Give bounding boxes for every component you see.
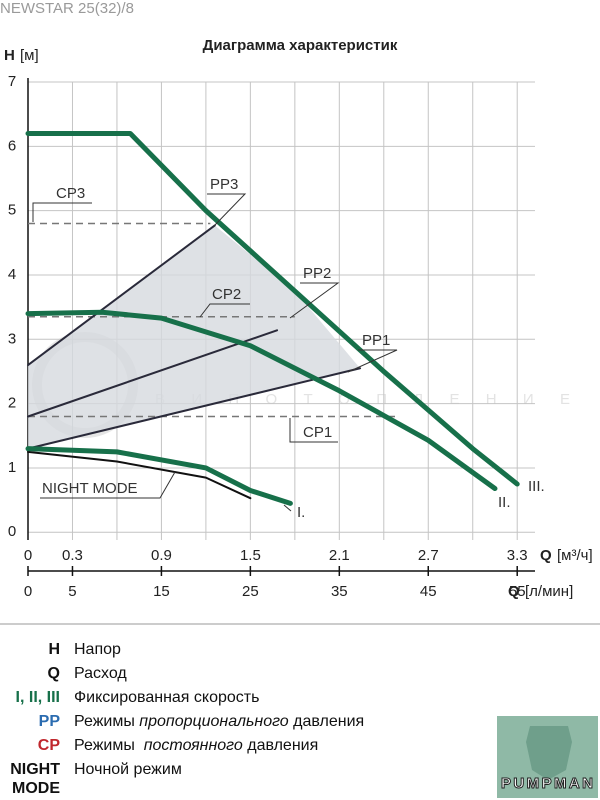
label-leader	[32, 202, 92, 222]
series-label: III.	[528, 478, 545, 495]
legend-key: NIGHT MODE	[10, 761, 60, 797]
legend-row: Q Расход	[0, 664, 127, 683]
legend-key: CP	[37, 737, 60, 754]
y-tick-label: 4	[8, 266, 16, 283]
x2-axis-label: Q	[508, 583, 520, 600]
legend-row: CP Режимы постоянного давления	[0, 736, 319, 755]
x2-tick-label: 15	[153, 583, 170, 600]
series-line	[25, 446, 293, 506]
chart-title: Диаграмма характеристик	[203, 37, 398, 54]
y-axis-label: H	[4, 47, 15, 64]
series-label: CP3	[56, 185, 85, 202]
legend-key: I, II, III	[15, 689, 60, 706]
y-tick-label: 1	[8, 459, 16, 476]
x-tick-label: 1.5	[240, 547, 261, 564]
legend-text: Расход	[74, 664, 127, 683]
series-label: I.	[297, 504, 305, 521]
legend-key: H	[48, 641, 60, 658]
y-tick-label: 6	[8, 137, 16, 154]
x-axis-unit: [м³/ч]	[557, 547, 593, 564]
x-tick-label: 0.3	[62, 547, 83, 564]
y-axis-unit: [м]	[20, 47, 39, 64]
label-leader	[283, 504, 292, 512]
legend-text-part: Режимы	[74, 737, 144, 754]
legend-key: Q	[47, 665, 60, 682]
legend-text: Режимы постоянного давления	[74, 736, 318, 755]
label-leader	[289, 418, 338, 443]
x-tick-label: 0.9	[151, 547, 172, 564]
legend-text-part: пропорционального	[139, 713, 289, 730]
series-label: NIGHT MODE	[42, 480, 138, 497]
y-tick-label: 3	[8, 330, 16, 347]
legend-text: Режимы пропорционального давления	[74, 712, 364, 731]
operating-region	[28, 225, 361, 449]
y-tick-label: 2	[8, 395, 16, 412]
label-leader	[40, 471, 176, 499]
model-header: NEWSTAR 25(32)/8	[0, 0, 134, 17]
series-label: PP3	[210, 176, 238, 193]
series-label: II.	[498, 494, 511, 511]
x-axis-label: Q	[540, 547, 552, 564]
label-leader	[199, 303, 250, 318]
series-line	[27, 329, 279, 418]
legend-text-part: Фиксированная скорость	[74, 689, 260, 706]
legend-text: Ночной режим	[74, 760, 182, 779]
legend-row: H Напор	[0, 640, 121, 659]
x-tick-label: 2.7	[418, 547, 439, 564]
legend-text-part: Ночной режим	[74, 761, 182, 778]
y-tick-label: 0	[8, 523, 16, 540]
y-tick-label: 5	[8, 202, 16, 219]
legend-row: PP Режимы пропорционального давления	[0, 712, 365, 731]
y-tick-label: 7	[8, 73, 16, 90]
legend-text-part: давления	[242, 737, 319, 754]
legend-key: PP	[38, 713, 60, 730]
legend-row: NIGHT MODE Ночной режим	[0, 760, 182, 798]
legend-text: Фиксированная скорость	[74, 688, 259, 707]
x2-tick-label: 35	[331, 583, 348, 600]
series-line	[27, 367, 362, 450]
x-tick-label: 0	[24, 547, 32, 564]
x-tick-label: 2.1	[329, 547, 350, 564]
series-line	[27, 450, 252, 500]
x2-axis-unit: [л/мин]	[525, 583, 573, 600]
x2-tick-label: 25	[242, 583, 259, 600]
legend-text: Напор	[74, 640, 121, 659]
series-label: PP2	[303, 265, 331, 282]
label-leader	[347, 349, 398, 373]
legend-text-part: давления	[288, 713, 365, 730]
series-label: PP1	[362, 332, 390, 349]
label-leader	[289, 282, 340, 319]
x2-tick-label: 0	[24, 583, 32, 600]
series-label: CP2	[212, 286, 241, 303]
x2-tick-label: 55	[509, 583, 526, 600]
legend-text-part: Напор	[74, 641, 121, 658]
x-tick-label: 3.3	[507, 547, 528, 564]
label-leader	[207, 193, 247, 227]
legend-text-part: Режимы	[74, 713, 140, 730]
series-label: CP1	[303, 424, 332, 441]
legend-text-part: постоянного	[143, 737, 243, 754]
logo: PUMPMAN	[501, 775, 593, 792]
series-line	[25, 130, 520, 487]
legend-row: I, II, III Фиксированная скорость	[0, 688, 260, 707]
legend-text-part: Расход	[74, 665, 127, 682]
x2-tick-label: 45	[420, 583, 437, 600]
x2-tick-label: 5	[68, 583, 76, 600]
logo-face	[526, 726, 572, 780]
series-line	[25, 309, 498, 492]
series-line	[27, 224, 216, 367]
